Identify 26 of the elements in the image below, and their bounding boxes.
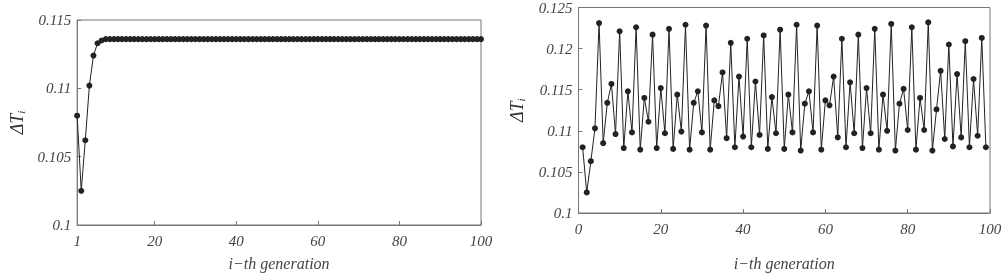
x-tick-label: 60 bbox=[310, 232, 326, 249]
y-tick-label: 0.105 bbox=[37, 148, 72, 165]
x-tick-label: 100 bbox=[469, 232, 493, 249]
y-tick-label: 0.1 bbox=[52, 217, 72, 233]
y-tick-label: 0.11 bbox=[46, 80, 72, 97]
x-tick-label: 0 bbox=[574, 220, 583, 237]
y-tick-label: 0.11 bbox=[547, 122, 573, 139]
y-tick-label: 0.1 bbox=[553, 205, 573, 221]
y-tick-label: 0.115 bbox=[539, 81, 573, 98]
x-tick-label: 40 bbox=[228, 232, 245, 249]
x-tick-label: 80 bbox=[391, 232, 408, 249]
y-tick-label: 0.105 bbox=[538, 163, 573, 180]
y-tick-label: 0.115 bbox=[38, 12, 72, 28]
x-tick-label: 60 bbox=[817, 220, 834, 237]
x-tick-label: 20 bbox=[147, 232, 163, 249]
x-axis-title: i−th generation bbox=[733, 254, 835, 273]
y-tick-label: 0.125 bbox=[538, 0, 573, 16]
x-tick-label: 80 bbox=[900, 220, 916, 237]
x-tick-label: 20 bbox=[653, 220, 669, 237]
x-tick-label: 40 bbox=[735, 220, 752, 237]
x-tick-label: 1 bbox=[73, 232, 81, 249]
y-axis-title: ΔTi bbox=[507, 98, 527, 124]
y-axis-title: ΔTi bbox=[7, 110, 27, 136]
x-axis-title: i−th generation bbox=[228, 254, 330, 273]
x-tick-label: 100 bbox=[978, 220, 1002, 237]
y-tick-label: 0.12 bbox=[546, 40, 573, 57]
